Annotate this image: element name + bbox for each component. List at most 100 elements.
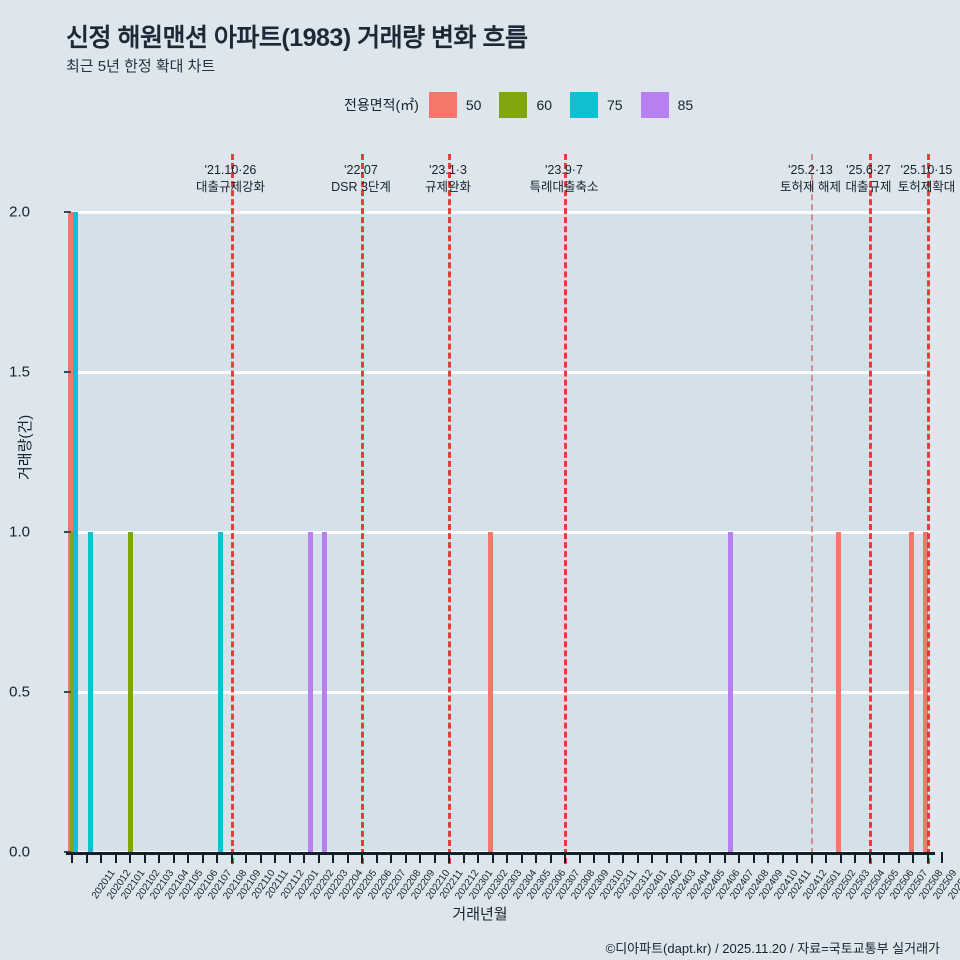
- x-tick-mark: [535, 852, 537, 863]
- legend-swatch-75: [570, 92, 599, 118]
- legend-title: 전용면적(㎡): [344, 97, 419, 113]
- event-label: '21.10·26 대출규제강화: [196, 162, 265, 196]
- x-tick-mark: [622, 852, 624, 863]
- x-tick-mark: [477, 852, 479, 863]
- x-tick-mark: [549, 852, 552, 863]
- x-tick-mark: [288, 852, 291, 863]
- x-tick-mark: [680, 852, 682, 863]
- x-tick-mark: [636, 852, 639, 863]
- gridline-0.5: [71, 690, 930, 694]
- event-line: [868, 154, 872, 864]
- x-tick-mark: [897, 852, 900, 863]
- event-text: 토허제확대: [897, 180, 956, 194]
- x-tick-mark: [723, 852, 726, 863]
- page-subtitle: 최근 5년 한정 확대 차트: [66, 58, 216, 75]
- x-tick-mark: [303, 852, 305, 863]
- x-tick-mark: [100, 852, 102, 863]
- x-tick-mark: [143, 852, 146, 863]
- event-label: '22.07 DSR 3단계: [331, 162, 391, 196]
- y-tick-label-0.5: 0.5: [9, 683, 30, 701]
- x-tick-mark: [230, 852, 233, 863]
- footer-credit: ©디아파트(dapt.kr) / 2025.11.20 / 자료=국토교통부 실…: [605, 941, 940, 956]
- bar[interactable]: [218, 532, 224, 852]
- event-label: '25.2·13 토허제 해제: [780, 162, 841, 196]
- legend-swatch-85: [640, 92, 669, 118]
- y-tick-label-1.5: 1.5: [9, 363, 30, 381]
- y-tick-mark-0.5: [64, 691, 71, 693]
- event-label: '23.9·7 특례대출축소: [529, 162, 598, 196]
- event-line: [810, 154, 813, 864]
- x-tick-mark: [172, 852, 175, 863]
- bar[interactable]: [128, 532, 134, 852]
- legend-item-85[interactable]: 85: [640, 92, 708, 118]
- bar[interactable]: [322, 532, 328, 852]
- event-date: '25.6·27: [846, 163, 891, 177]
- x-tick-mark: [578, 852, 581, 863]
- bar[interactable]: [836, 532, 842, 852]
- bar[interactable]: [488, 532, 494, 852]
- event-date: '23.1·3: [429, 163, 467, 177]
- x-tick-mark: [926, 852, 929, 863]
- x-tick-mark: [317, 852, 320, 863]
- bar[interactable]: [73, 212, 79, 852]
- x-tick-mark: [187, 852, 189, 863]
- x-tick-mark: [520, 852, 523, 863]
- legend-item-75[interactable]: 75: [570, 92, 637, 118]
- event-date: '25.10·15: [900, 163, 953, 177]
- x-tick-mark: [245, 852, 247, 863]
- x-tick-mark: [462, 852, 465, 863]
- x-tick-mark: [810, 852, 813, 863]
- legend-label-85: 85: [677, 97, 694, 113]
- x-tick-mark: [201, 852, 204, 863]
- event-line: [361, 154, 364, 864]
- legend-label-75: 75: [607, 97, 623, 113]
- legend-swatch-60: [499, 92, 528, 118]
- event-text: 토허제 해제: [780, 180, 841, 194]
- x-tick-mark: [85, 852, 88, 863]
- x-tick-mark: [839, 852, 842, 863]
- gridline-1.0: [71, 530, 930, 534]
- bar[interactable]: [307, 532, 313, 852]
- y-axis-label: 거래량(건): [17, 414, 34, 480]
- event-date: '22.07: [344, 163, 378, 177]
- x-tick-mark: [651, 852, 653, 863]
- gridline-1.5: [71, 370, 930, 374]
- x-tick-mark: [506, 852, 508, 863]
- x-tick-mark: [448, 852, 450, 863]
- event-text: 규제완화: [424, 180, 472, 194]
- x-tick-mark: [129, 852, 131, 863]
- legend-item-50[interactable]: 50: [428, 92, 496, 118]
- x-tick-mark: [738, 852, 740, 863]
- x-tick-mark: [404, 852, 407, 863]
- legend-items: 50 60 75 85: [428, 92, 711, 118]
- x-tick-mark: [796, 852, 798, 863]
- x-tick-mark: [607, 852, 610, 863]
- x-tick-mark: [868, 852, 871, 863]
- event-text: 대출규제강화: [195, 180, 266, 194]
- y-tick-mark-1.0: [64, 531, 71, 533]
- x-tick-mark: [694, 852, 697, 863]
- x-tick-mark: [375, 852, 378, 863]
- event-date: '25.2·13: [788, 163, 833, 177]
- x-tick-mark: [274, 852, 276, 863]
- x-tick-mark: [71, 852, 73, 863]
- event-label: '23.1·3 규제완화: [425, 162, 471, 196]
- event-text: DSR 3단계: [331, 180, 391, 194]
- y-tick-mark-1.5: [64, 371, 71, 373]
- bar[interactable]: [70, 532, 76, 852]
- bar[interactable]: [87, 532, 93, 852]
- x-tick-mark: [854, 852, 856, 863]
- legend-item-60[interactable]: 60: [499, 92, 566, 118]
- x-tick-mark: [419, 852, 421, 863]
- x-tick-mark: [114, 852, 117, 863]
- y-tick-mark-2.0: [64, 211, 71, 213]
- y-tick-label-0.0: 0.0: [9, 843, 30, 861]
- bar[interactable]: [923, 532, 929, 852]
- x-tick-mark: [158, 852, 160, 863]
- x-tick-mark: [709, 852, 711, 863]
- x-tick-mark: [332, 852, 334, 863]
- bar[interactable]: [728, 532, 734, 852]
- bar[interactable]: [908, 532, 914, 852]
- event-label: '25.10·15 토허제확대: [898, 162, 956, 196]
